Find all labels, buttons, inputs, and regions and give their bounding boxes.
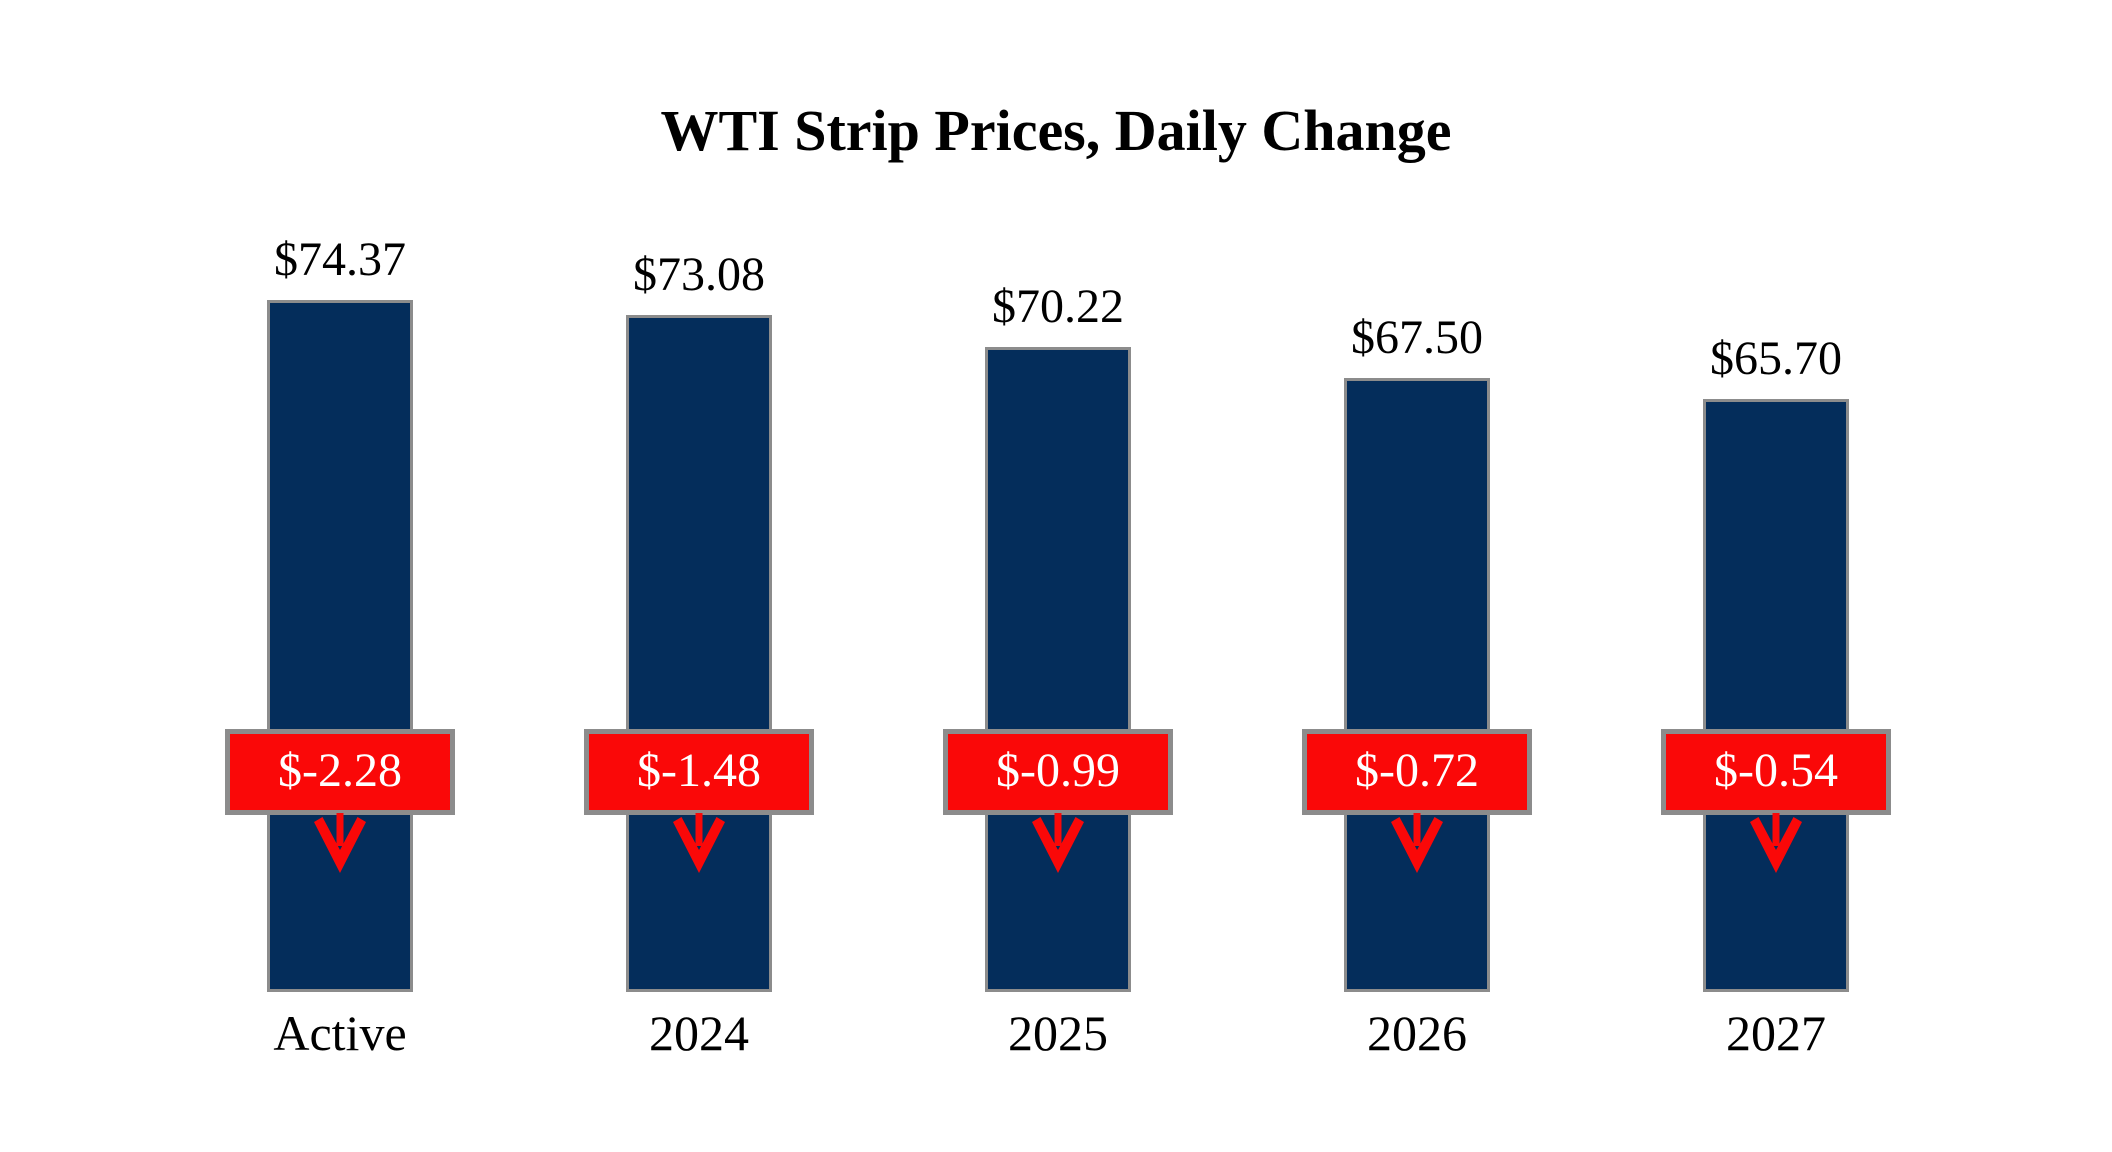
- daily-change-badge: $-0.99: [943, 729, 1173, 815]
- down-arrow-icon: [1750, 813, 1802, 873]
- down-arrow-icon: [1391, 813, 1443, 873]
- daily-change-badge: $-2.28: [225, 729, 455, 815]
- category-label: Active: [273, 1005, 407, 1061]
- price-bar: [1344, 378, 1490, 992]
- down-arrow-icon: [314, 813, 366, 873]
- daily-change-badge: $-0.72: [1302, 729, 1532, 815]
- category-label: 2025: [1008, 1005, 1108, 1061]
- price-value-label: $67.50: [1351, 311, 1483, 364]
- price-bar: [985, 347, 1131, 992]
- price-bar: [267, 300, 413, 992]
- price-value-label: $74.37: [274, 233, 406, 286]
- daily-change-badge: $-0.54: [1661, 729, 1891, 815]
- daily-change-badge: $-1.48: [584, 729, 814, 815]
- price-bar: [626, 315, 772, 992]
- category-label: 2027: [1726, 1005, 1826, 1061]
- price-bar: [1703, 399, 1849, 992]
- category-label: 2024: [649, 1005, 749, 1061]
- price-value-label: $70.22: [992, 280, 1124, 333]
- price-value-label: $73.08: [633, 248, 765, 301]
- chart-title: WTI Strip Prices, Daily Change: [660, 98, 1452, 163]
- price-value-label: $65.70: [1710, 332, 1842, 385]
- down-arrow-icon: [673, 813, 725, 873]
- down-arrow-icon: [1032, 813, 1084, 873]
- category-label: 2026: [1367, 1005, 1467, 1061]
